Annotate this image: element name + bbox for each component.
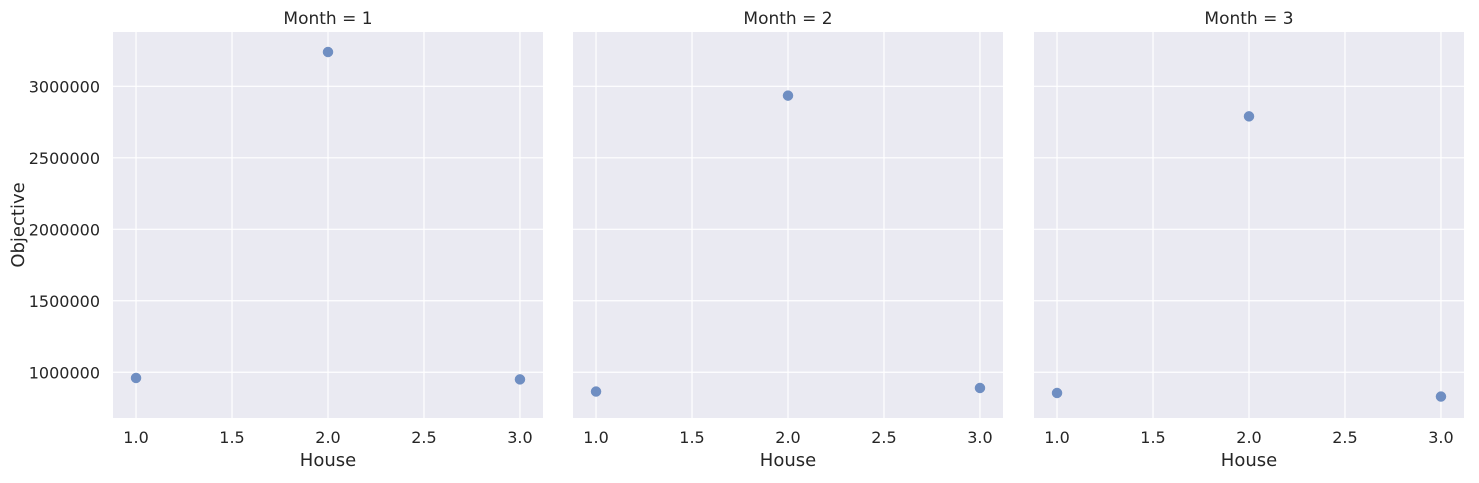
x-tick-label: 1.5 [1140, 428, 1165, 447]
x-tick-label: 2.5 [871, 428, 896, 447]
y-tick-label: 1000000 [29, 363, 100, 382]
x-tick-label: 2.0 [775, 428, 800, 447]
y-tick-label: 2500000 [29, 149, 100, 168]
data-point [590, 386, 602, 397]
data-point [1051, 387, 1063, 399]
x-tick-label: 1.0 [1044, 428, 1069, 447]
x-axis-label: House [300, 450, 356, 471]
x-tick-label: 3.0 [507, 428, 532, 447]
facet-panel-1: 1.0 1.5 2.0 2.5 3.0 1000000 1500000 2000000 2500… [8, 9, 543, 471]
data-point [1243, 111, 1255, 122]
data-point [782, 90, 794, 101]
data-point [1435, 391, 1447, 402]
facet-title: Month = 1 [283, 9, 372, 29]
data-point [130, 372, 142, 384]
x-tick-label: 1.5 [219, 428, 244, 447]
x-tick-label: 1.0 [123, 428, 148, 447]
x-tick-label: 1.5 [679, 428, 704, 447]
data-point [322, 46, 334, 58]
x-tick-label: 1.0 [583, 428, 608, 447]
facet-panel-2: 1.0 1.5 2.0 2.5 3.0 Month = 2 House [573, 9, 1003, 471]
facet-title: Month = 3 [1204, 9, 1293, 29]
facet-panel-3: 1.0 1.5 2.0 2.5 3.0 Month = 3 House [1034, 9, 1464, 471]
x-tick-label: 3.0 [967, 428, 992, 447]
x-tick-label: 2.0 [315, 428, 340, 447]
facet-title: Month = 2 [743, 9, 832, 29]
x-tick-label: 3.0 [1428, 428, 1453, 447]
data-point [514, 374, 526, 385]
y-tick-label: 2000000 [29, 220, 100, 239]
y-tick-label: 1500000 [29, 292, 100, 311]
x-tick-label: 2.0 [1236, 428, 1261, 447]
x-tick-label: 2.5 [411, 428, 436, 447]
data-point [974, 382, 986, 394]
y-tick-label: 3000000 [29, 77, 100, 96]
x-axis-label: House [760, 450, 816, 471]
x-tick-label: 2.5 [1332, 428, 1357, 447]
y-axis-label: Objective [8, 182, 29, 267]
x-axis-label: House [1221, 450, 1277, 471]
